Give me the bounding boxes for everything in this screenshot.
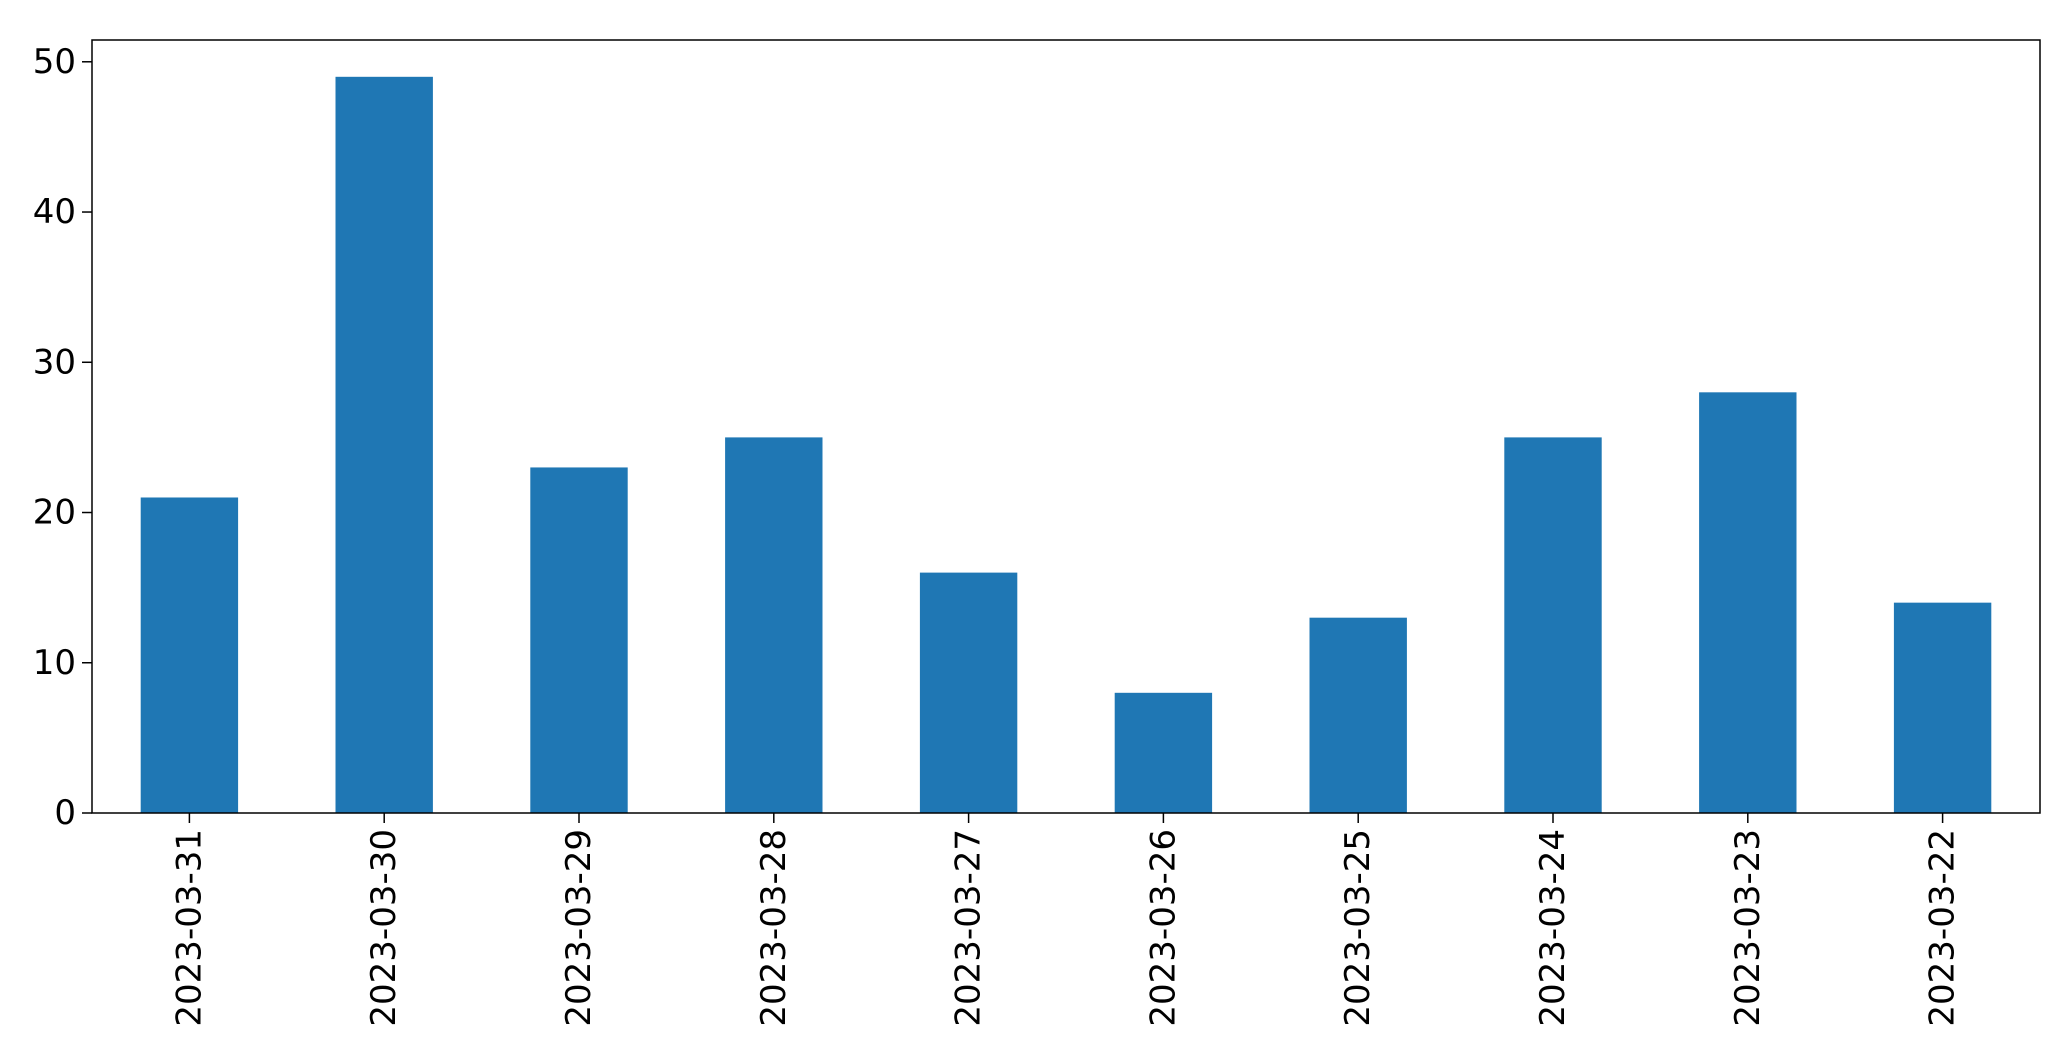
x-tick-label: 2023-03-27 — [949, 829, 989, 1027]
x-tick-label: 2023-03-24 — [1533, 829, 1573, 1027]
x-tick-label: 2023-03-23 — [1728, 829, 1768, 1027]
bars-group — [140, 76, 1992, 814]
x-tick-label: 2023-03-29 — [559, 829, 599, 1027]
bar-2023-03-24 — [1504, 437, 1602, 813]
bar-2023-03-31 — [140, 497, 239, 813]
x-tick-label: 2023-03-22 — [1923, 829, 1963, 1027]
x-tick-label: 2023-03-28 — [754, 829, 794, 1027]
bar-2023-03-26 — [1114, 692, 1213, 813]
bar-2023-03-28 — [725, 437, 823, 813]
bar-2023-03-25 — [1309, 617, 1407, 813]
bar-2023-03-30 — [335, 76, 433, 814]
bar-2023-03-27 — [919, 572, 1018, 813]
x-tick-label: 2023-03-25 — [1338, 829, 1378, 1027]
bar-2023-03-29 — [530, 467, 628, 813]
y-tick-label: 10 — [33, 643, 76, 683]
y-axis: 0 10 20 30 40 50 — [33, 42, 92, 833]
y-tick-label: 50 — [33, 42, 76, 82]
bar-2023-03-23 — [1699, 392, 1797, 813]
y-tick-label: 20 — [33, 493, 76, 533]
x-tick-label: 2023-03-26 — [1143, 829, 1183, 1027]
bar-2023-03-22 — [1893, 602, 1992, 813]
y-tick-label: 40 — [33, 192, 76, 232]
plot-frame — [91, 39, 2041, 814]
y-tick-label: 0 — [54, 793, 76, 833]
y-tick-label: 30 — [33, 342, 76, 382]
x-axis: 2023-03-31 2023-03-30 2023-03-29 2023-03-28… — [169, 813, 1963, 1027]
x-tick-label: 2023-03-31 — [169, 829, 209, 1027]
x-tick-label: 2023-03-30 — [364, 829, 404, 1027]
